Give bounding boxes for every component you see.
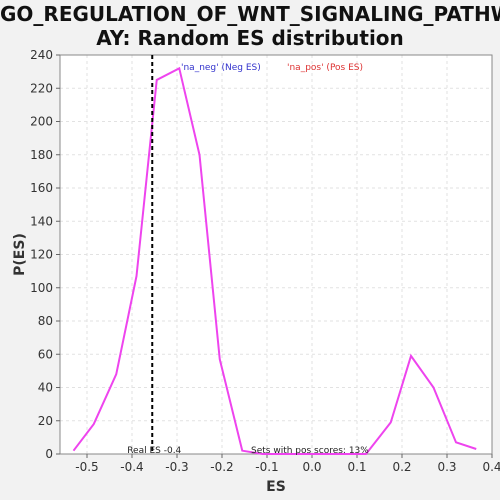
x-tick-label: -0.5 — [75, 460, 98, 474]
x-axis-label: ES — [266, 479, 286, 495]
y-tick-label: 200 — [30, 115, 53, 129]
legend-entry-neg: 'na_neg' (Neg ES) — [181, 63, 261, 73]
x-tick-label: -0.4 — [120, 460, 143, 474]
y-tick-label: 160 — [30, 181, 53, 195]
x-tick-label: 0.1 — [347, 460, 366, 474]
y-tick-label: 240 — [30, 48, 53, 62]
x-tick-label: 0.0 — [302, 460, 321, 474]
y-tick-label: 60 — [38, 347, 53, 361]
series-line — [72, 66, 477, 455]
y-tick-label: 220 — [30, 81, 53, 95]
grid — [60, 54, 493, 455]
real-es-label: Real ES -0.4 — [127, 446, 181, 456]
x-tick-label: 0.3 — [437, 460, 456, 474]
x-tick-label: 0.4 — [482, 460, 500, 474]
y-tick-label: 100 — [30, 281, 53, 295]
x-tick-label: -0.2 — [210, 460, 233, 474]
chart-title-line-2: AY: Random ES distribution — [96, 26, 404, 50]
y-tick-label: 120 — [30, 248, 53, 262]
y-axis-label: P(ES) — [12, 233, 28, 276]
x-tick-label: 0.2 — [392, 460, 411, 474]
y-tick-label: 80 — [38, 314, 53, 328]
y-tick-label: 40 — [38, 381, 53, 395]
x-ticks: -0.5 -0.4 -0.3 -0.2 -0.1 0.0 0.1 0.2 0.3 0.4 — [75, 454, 500, 474]
y-tick-label: 0 — [45, 447, 53, 461]
pos-scores-annotation: Sets with pos scores: 13% — [251, 446, 369, 456]
legend-entry-pos: 'na_pos' (Pos ES) — [287, 63, 363, 73]
y-tick-label: 20 — [38, 414, 53, 428]
x-tick-label: -0.3 — [165, 460, 188, 474]
y-ticks: 0 20 40 60 80 100 120 140 160 180 200 220 240 — [30, 48, 60, 461]
chart-title-line-1: GO_REGULATION_OF_WNT_SIGNALING_PATHW — [0, 2, 500, 26]
y-tick-label: 180 — [30, 148, 53, 162]
x-tick-label: -0.1 — [255, 460, 278, 474]
y-tick-label: 140 — [30, 214, 53, 228]
